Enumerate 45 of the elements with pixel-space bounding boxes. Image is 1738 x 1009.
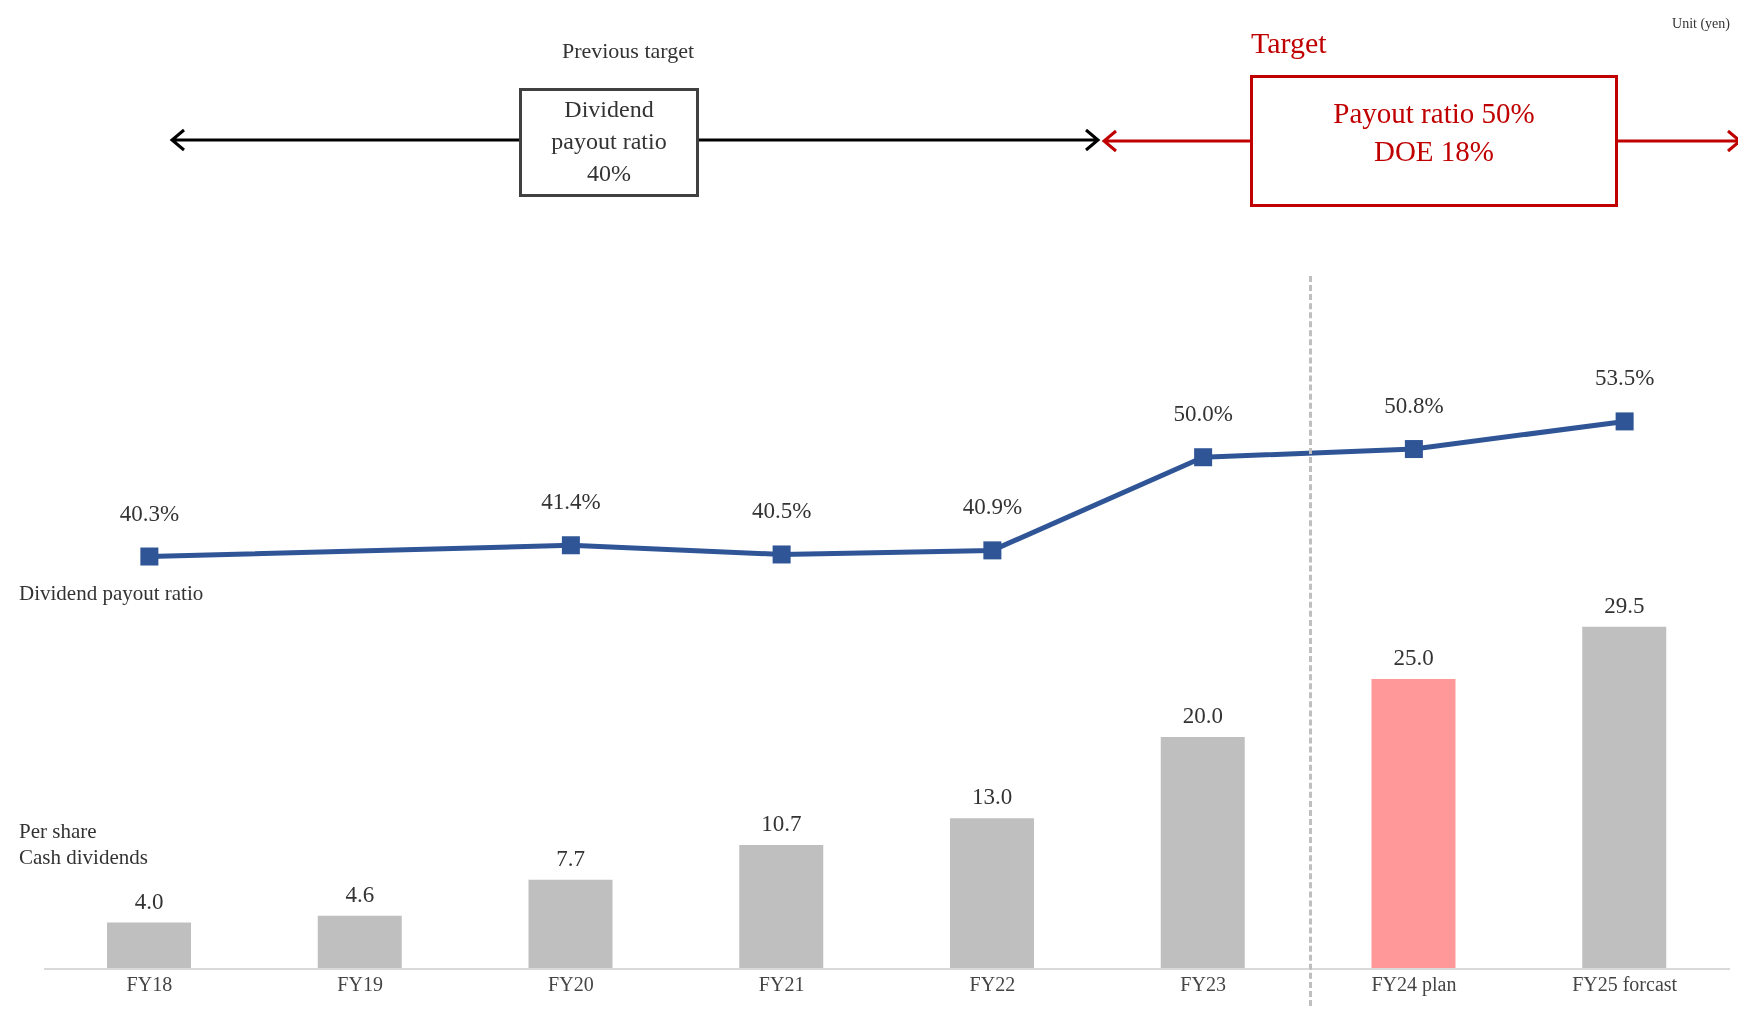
text: Previous target <box>560 38 696 64</box>
x-tick-label: FY22 <box>969 973 1016 996</box>
text: Dividend payout ratio 40% <box>519 88 699 197</box>
x-tick-label: FY18 <box>126 973 173 996</box>
text: Payout ratio 50% DOE 18% <box>1250 75 1618 207</box>
data-label: 4.6 <box>345 881 375 907</box>
x-tick-label: FY24 plan <box>1371 973 1457 997</box>
data-label: 53.5% <box>1594 365 1655 391</box>
x-tick-label: FY20 <box>548 973 594 996</box>
bar <box>1582 626 1667 969</box>
data-label: 41.4% <box>541 489 601 515</box>
bar <box>317 915 402 969</box>
text: Unit (yen) <box>1672 16 1730 32</box>
point <box>140 547 159 566</box>
series-label: Dividend payout ratio <box>19 580 204 606</box>
x-tick-label: FY21 <box>758 973 805 996</box>
point <box>1194 448 1213 467</box>
data-label: 4.0 <box>134 888 164 914</box>
x-tick-label: FY19 <box>337 973 383 996</box>
point <box>561 536 580 555</box>
data-label: 50.8% <box>1384 393 1444 419</box>
point <box>1404 440 1423 459</box>
data-label: 25.0 <box>1393 645 1434 670</box>
bar <box>1371 679 1456 969</box>
bar <box>1160 737 1245 969</box>
data-label: 13.0 <box>971 784 1013 810</box>
data-label: 40.3% <box>119 500 180 526</box>
data-label: 40.5% <box>751 498 812 524</box>
point <box>772 545 791 564</box>
data-label: 29.5 <box>1604 592 1645 618</box>
x-tick-label: FY23 <box>1180 973 1226 996</box>
bar <box>107 922 191 969</box>
data-label: 50.0% <box>1173 401 1233 427</box>
data-label: 20.0 <box>1182 703 1223 728</box>
text: Per share Cash dividends <box>19 818 148 870</box>
x-tick-label: FY25 forcast <box>1572 973 1678 996</box>
point <box>983 541 1002 560</box>
data-label: 10.7 <box>761 810 802 836</box>
data-label: 40.9% <box>962 494 1023 520</box>
text: Target <box>1251 26 1327 60</box>
bar <box>528 879 613 969</box>
point <box>1615 412 1634 431</box>
bar <box>739 844 824 969</box>
bar <box>950 818 1034 969</box>
data-label: 7.7 <box>556 845 585 871</box>
